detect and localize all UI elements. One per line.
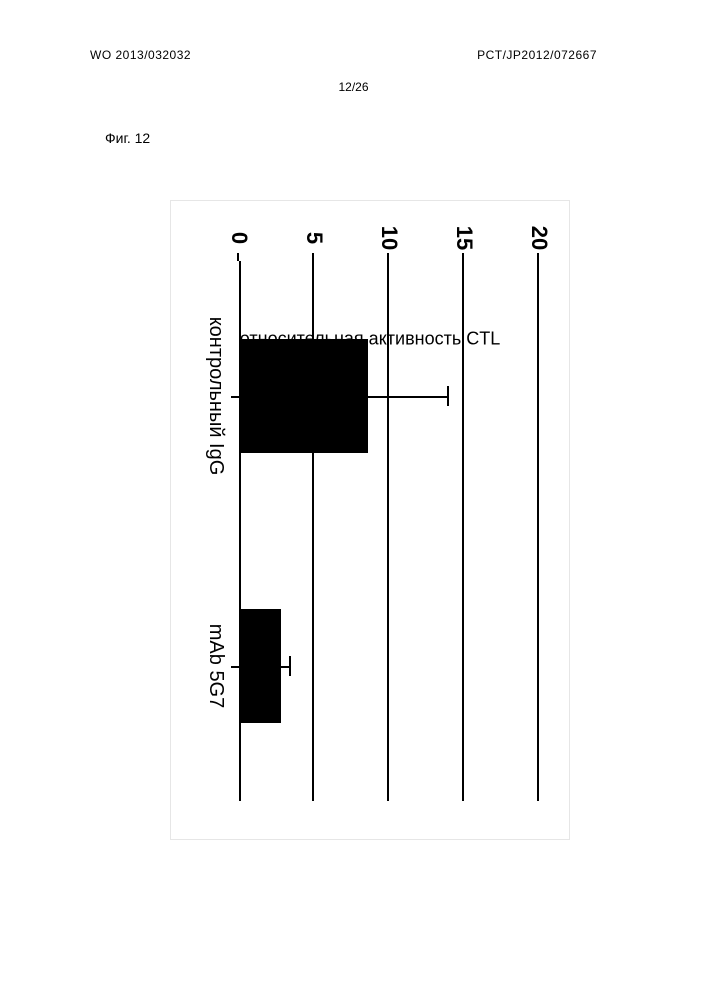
x-tick <box>231 666 241 668</box>
bar <box>241 339 369 452</box>
y-tick-label: 20 <box>526 223 552 253</box>
y-tick-label: 15 <box>451 223 477 253</box>
x-tick-label: mAb 5G7 <box>204 624 227 708</box>
gridline <box>387 261 389 801</box>
gridline <box>462 261 464 801</box>
y-tick-label: 10 <box>376 223 402 253</box>
header-left: WO 2013/032032 <box>90 48 191 62</box>
error-bar <box>367 396 450 398</box>
page-number: 12/26 <box>0 80 707 94</box>
y-tick-label: 0 <box>226 223 252 253</box>
figure-area: относительная активность CTL 05101520кон… <box>150 160 590 880</box>
y-tick <box>312 253 314 261</box>
y-tick <box>237 253 239 261</box>
error-cap <box>290 656 292 676</box>
header-right: PCT/JP2012/072667 <box>477 48 597 62</box>
y-tick <box>387 253 389 261</box>
bar <box>241 609 282 722</box>
plot-area: 05101520контрольный IgGmAb 5G7 <box>239 261 539 801</box>
error-cap <box>447 386 449 406</box>
bar-chart: относительная активность CTL 05101520кон… <box>170 200 570 840</box>
y-tick <box>462 253 464 261</box>
gridline <box>537 261 539 801</box>
figure-caption: Фиг. 12 <box>105 130 150 146</box>
y-tick <box>537 253 539 261</box>
y-tick-label: 5 <box>301 223 327 253</box>
x-tick <box>231 396 241 398</box>
x-tick-label: контрольный IgG <box>204 317 227 476</box>
page: WO 2013/032032 PCT/JP2012/072667 12/26 Ф… <box>0 0 707 1000</box>
